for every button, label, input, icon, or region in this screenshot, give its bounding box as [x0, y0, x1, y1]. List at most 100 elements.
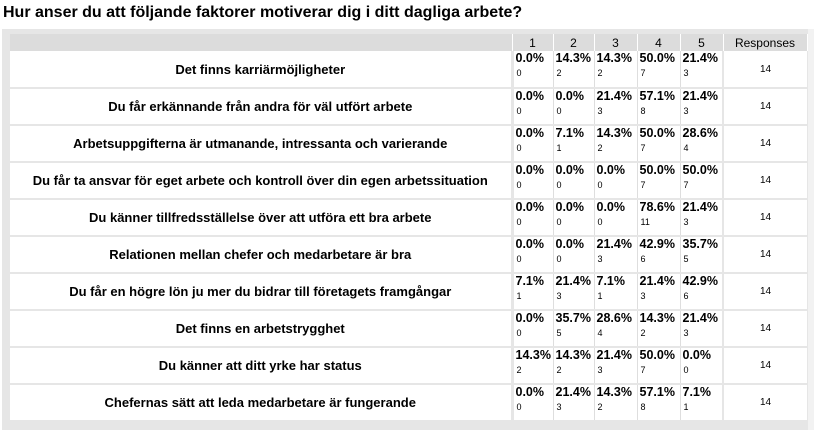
rating-cell: 21.4% 3: [594, 88, 638, 126]
rating-count: 2: [516, 365, 522, 375]
table-row: Du får ta ansvar för eget arbete och kon…: [10, 162, 807, 200]
rating-count: 3: [556, 291, 562, 301]
rating-percent: 14.3%: [555, 348, 591, 362]
rating-cell: 50.0% 7: [680, 162, 724, 200]
rating-count: 5: [556, 328, 562, 338]
rating-count: 0: [683, 365, 689, 375]
table-row: Chefernas sätt att leda medarbetare är f…: [10, 384, 807, 422]
rating-cell: 21.4% 3: [680, 199, 724, 237]
rating-count: 3: [683, 68, 689, 78]
row-responses: 14: [722, 199, 807, 237]
rating-percent: 14.3%: [596, 385, 632, 399]
rating-percent: 21.4%: [682, 200, 718, 214]
rating-cell: 0.0% 0: [594, 162, 638, 200]
rating-percent: 21.4%: [682, 89, 718, 103]
row-statement: Du får ta ansvar för eget arbete och kon…: [10, 162, 514, 200]
rating-cell: 35.7% 5: [680, 236, 724, 274]
rating-percent: 21.4%: [682, 311, 718, 325]
rating-percent: 50.0%: [639, 163, 675, 177]
rating-cell: 21.4% 3: [680, 310, 724, 348]
rating-cell: 14.3% 2: [637, 310, 681, 348]
table-row: Du får en högre lön ju mer du bidrar til…: [10, 273, 807, 311]
rating-percent: 0.0%: [515, 385, 545, 399]
header-scale-5: 5: [680, 34, 724, 51]
question-title: Hur anser du att följande faktorer motiv…: [3, 4, 523, 21]
rating-percent: 0.0%: [515, 126, 545, 140]
rating-percent: 21.4%: [682, 51, 718, 65]
header-scale-4: 4: [637, 34, 681, 51]
table-row: Du får erkännande från andra för väl utf…: [10, 88, 807, 126]
rating-cell: 21.4% 3: [680, 88, 724, 126]
row-responses: 14: [722, 384, 807, 422]
rating-cell: 57.1% 8: [637, 384, 681, 422]
rating-cell: 21.4% 3: [637, 273, 681, 311]
rating-percent: 0.0%: [596, 200, 626, 214]
rating-cell: 14.3% 2: [553, 347, 595, 385]
rating-count: 4: [683, 143, 689, 153]
rating-count: 0: [516, 106, 522, 116]
rating-cell: 14.3% 2: [512, 347, 554, 385]
rating-count: 7: [683, 180, 689, 190]
rating-cell: 28.6% 4: [680, 125, 724, 163]
rating-percent: 14.3%: [639, 311, 675, 325]
row-statement: Det finns en arbetstrygghet: [10, 310, 514, 348]
rating-percent: 0.0%: [596, 163, 626, 177]
rating-cell: 14.3% 2: [553, 51, 595, 89]
rating-percent: 21.4%: [555, 385, 591, 399]
rating-percent: 14.3%: [596, 126, 632, 140]
rating-cell: 21.4% 3: [680, 51, 724, 89]
row-statement: Arbetsuppgifterna är utmanande, intressa…: [10, 125, 514, 163]
rating-percent: 7.1%: [555, 126, 585, 140]
row-statement: Du får erkännande från andra för väl utf…: [10, 88, 514, 126]
rating-count: 5: [683, 254, 689, 264]
rating-count: 3: [597, 254, 603, 264]
rating-cell: 78.6% 11: [637, 199, 681, 237]
rating-count: 1: [556, 143, 562, 153]
rating-count: 2: [597, 402, 603, 412]
rating-count: 8: [640, 106, 646, 116]
rating-percent: 0.0%: [515, 163, 545, 177]
header-scale-3: 3: [594, 34, 638, 51]
row-statement: Du får en högre lön ju mer du bidrar til…: [10, 273, 514, 311]
rating-percent: 7.1%: [596, 274, 626, 288]
rating-count: 2: [597, 143, 603, 153]
table-row: Relationen mellan chefer och medarbetare…: [10, 236, 807, 274]
row-responses: 14: [722, 310, 807, 348]
row-responses: 14: [722, 273, 807, 311]
rating-percent: 0.0%: [515, 311, 545, 325]
row-responses: 14: [722, 88, 807, 126]
rating-count: 0: [516, 217, 522, 227]
rating-percent: 0.0%: [555, 237, 585, 251]
rating-percent: 50.0%: [682, 163, 718, 177]
rating-count: 3: [597, 365, 603, 375]
rating-percent: 7.1%: [515, 274, 545, 288]
rating-percent: 7.1%: [682, 385, 712, 399]
rating-cell: 42.9% 6: [637, 236, 681, 274]
rating-percent: 28.6%: [596, 311, 632, 325]
rating-count: 11: [640, 217, 650, 227]
vertical-scrollbar[interactable]: [808, 29, 814, 430]
rating-cell: 7.1% 1: [553, 125, 595, 163]
header-scale-1: 1: [512, 34, 554, 51]
rating-count: 3: [597, 106, 603, 116]
rating-percent: 14.3%: [596, 51, 632, 65]
rating-percent: 57.1%: [639, 89, 675, 103]
row-responses: 14: [722, 236, 807, 274]
rating-count: 0: [516, 254, 522, 264]
rating-count: 0: [516, 68, 522, 78]
rating-count: 0: [556, 254, 562, 264]
rating-count: 0: [516, 402, 522, 412]
header-row: 1 2 3 4 5 Responses: [10, 34, 808, 51]
results-panel: 1 2 3 4 5 Responses Det finns karriärmöj…: [2, 29, 812, 430]
rating-count: 0: [516, 180, 522, 190]
rating-cell: 0.0% 0: [512, 310, 554, 348]
rating-percent: 28.6%: [682, 126, 718, 140]
rating-cell: 21.4% 3: [553, 273, 595, 311]
rating-percent: 42.9%: [639, 237, 675, 251]
rating-percent: 57.1%: [639, 385, 675, 399]
table-row: Det finns en arbetstrygghet 0.0% 0 35.7% 5 28…: [10, 310, 807, 348]
rating-count: 0: [556, 217, 562, 227]
rating-count: 8: [640, 402, 646, 412]
rating-count: 2: [640, 328, 646, 338]
rating-count: 1: [516, 291, 522, 301]
